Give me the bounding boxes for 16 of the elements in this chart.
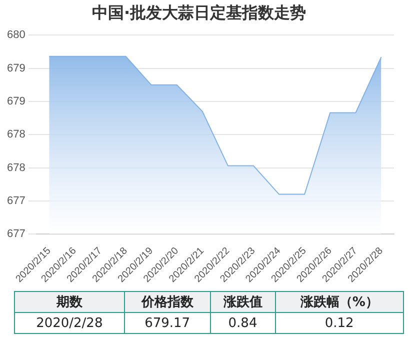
y-tick-label: 679 bbox=[6, 96, 26, 108]
text: 2020/2/28 bbox=[14, 312, 124, 334]
text: 涨跌值 bbox=[210, 292, 276, 312]
text: 0.12 bbox=[275, 312, 404, 334]
y-tick-label: 678 bbox=[6, 162, 26, 174]
text: 0.84 bbox=[210, 312, 276, 334]
text: 679.17 bbox=[124, 312, 210, 334]
y-tick-label: 677 bbox=[6, 194, 26, 207]
text: 价格指数 bbox=[124, 292, 210, 312]
y-tick-label: 680 bbox=[6, 29, 26, 42]
text: 期数 bbox=[14, 292, 124, 312]
chart-title: 中国·批发大蒜日定基指数走势 bbox=[92, 2, 306, 22]
y-tick-label: 678 bbox=[6, 128, 26, 141]
text: 涨跌幅（%） bbox=[275, 292, 404, 312]
y-tick-label: 679 bbox=[6, 62, 26, 74]
y-tick-label: 677 bbox=[6, 228, 26, 240]
